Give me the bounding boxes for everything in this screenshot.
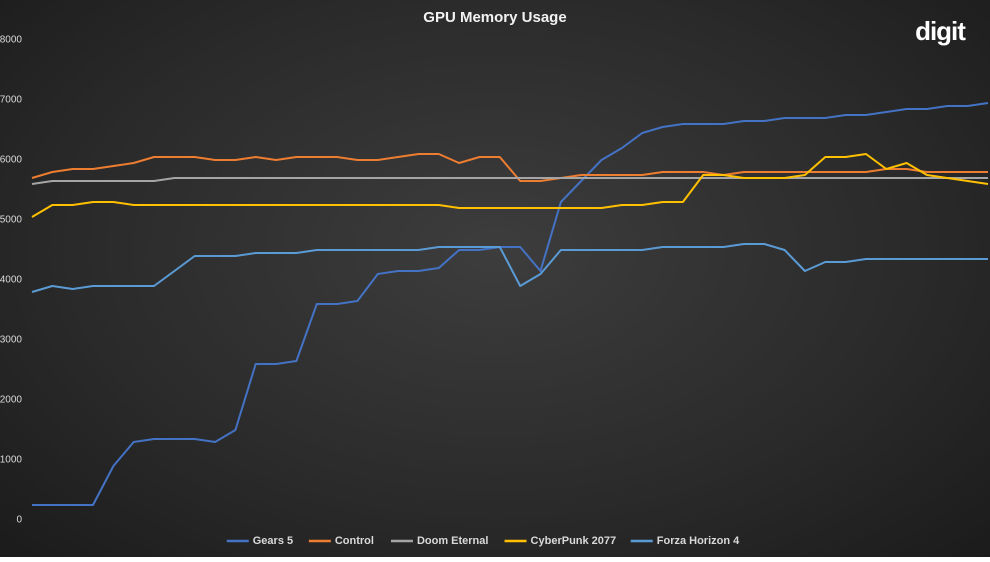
series-line [31, 153, 988, 182]
y-tick-label: 5000 [0, 215, 22, 226]
legend-label: Doom Eternal [417, 535, 489, 547]
legend-label: Gears 5 [253, 535, 293, 547]
chart-title: GPU Memory Usage [423, 9, 566, 26]
legend-label: Forza Horizon 4 [657, 535, 740, 547]
y-tick-label: 3000 [0, 335, 22, 346]
logo: digit [915, 16, 966, 46]
legend-label: Control [335, 535, 374, 547]
legend-label: CyberPunk 2077 [531, 535, 617, 547]
series-line [31, 243, 988, 293]
y-tick-label: 6000 [0, 155, 22, 166]
y-tick-label: 2000 [0, 395, 22, 406]
y-tick-label: 8000 [0, 35, 22, 46]
y-tick-label: 7000 [0, 95, 22, 106]
series-line [31, 153, 989, 218]
series-line [31, 177, 988, 185]
y-tick-label: 4000 [0, 275, 22, 286]
y-tick-label: 0 [16, 515, 22, 526]
y-tick-label: 1000 [0, 455, 22, 466]
series-line [32, 102, 989, 506]
